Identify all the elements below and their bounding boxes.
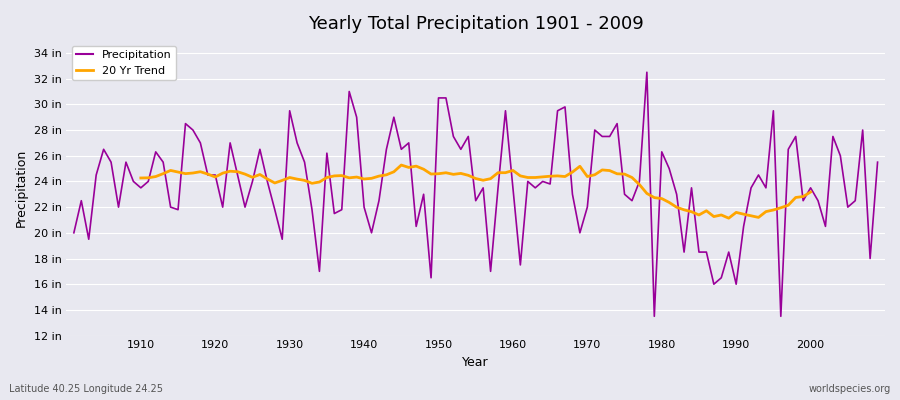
Legend: Precipitation, 20 Yr Trend: Precipitation, 20 Yr Trend (72, 46, 176, 80)
Text: worldspecies.org: worldspecies.org (809, 384, 891, 394)
Title: Yearly Total Precipitation 1901 - 2009: Yearly Total Precipitation 1901 - 2009 (308, 15, 644, 33)
X-axis label: Year: Year (463, 356, 489, 369)
Y-axis label: Precipitation: Precipitation (15, 149, 28, 227)
Text: Latitude 40.25 Longitude 24.25: Latitude 40.25 Longitude 24.25 (9, 384, 163, 394)
